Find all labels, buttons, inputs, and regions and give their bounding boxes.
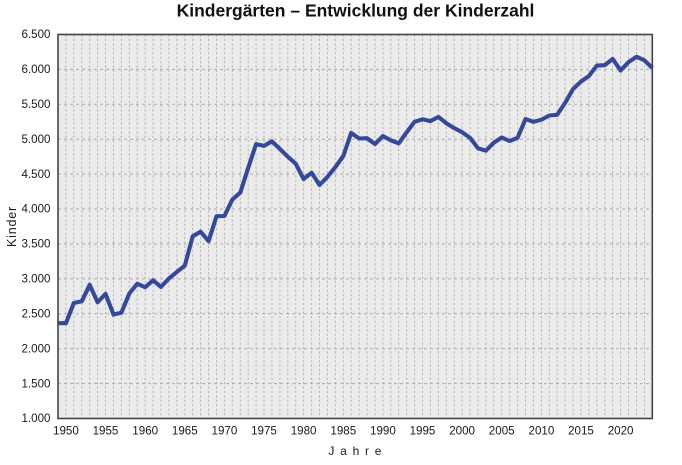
svg-text:1990: 1990 [370, 425, 396, 438]
svg-text:5.000: 5.000 [21, 133, 50, 146]
svg-text:2015: 2015 [568, 425, 594, 438]
svg-text:2010: 2010 [529, 425, 555, 438]
svg-text:1.500: 1.500 [21, 377, 50, 390]
svg-text:1965: 1965 [172, 425, 198, 438]
svg-text:2.000: 2.000 [21, 342, 50, 355]
svg-text:1.000: 1.000 [21, 412, 50, 425]
svg-text:6.500: 6.500 [21, 28, 50, 41]
svg-text:1970: 1970 [212, 425, 238, 438]
svg-text:1960: 1960 [132, 425, 158, 438]
svg-text:1955: 1955 [93, 425, 119, 438]
svg-text:2005: 2005 [489, 425, 515, 438]
svg-text:2.500: 2.500 [21, 308, 50, 321]
svg-text:3.500: 3.500 [21, 238, 50, 251]
svg-text:6.000: 6.000 [21, 63, 50, 76]
svg-text:1995: 1995 [410, 425, 436, 438]
svg-text:2000: 2000 [449, 425, 475, 438]
svg-text:1975: 1975 [251, 425, 277, 438]
svg-text:5.500: 5.500 [21, 98, 50, 111]
svg-text:J a h r e: J a h r e [328, 444, 382, 458]
svg-text:4.500: 4.500 [21, 168, 50, 181]
svg-text:1985: 1985 [330, 425, 356, 438]
svg-text:2020: 2020 [608, 425, 634, 438]
svg-text:Kindergärten – Entwicklung der: Kindergärten – Entwicklung der Kinderzah… [177, 1, 535, 21]
svg-text:Kinder: Kinder [5, 206, 19, 247]
svg-text:1950: 1950 [53, 425, 79, 438]
svg-text:1980: 1980 [291, 425, 317, 438]
svg-text:4.000: 4.000 [21, 203, 50, 216]
svg-text:3.000: 3.000 [21, 273, 50, 286]
